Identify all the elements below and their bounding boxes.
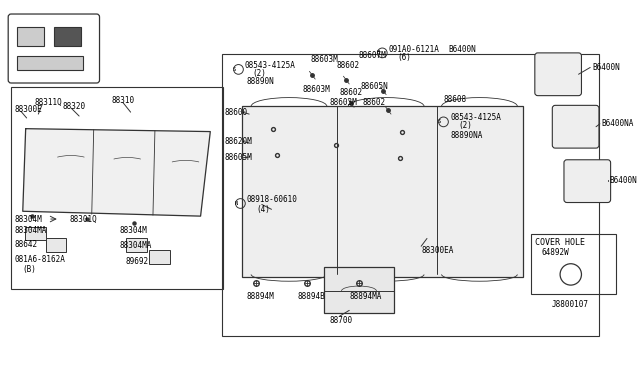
Bar	[25, 227, 46, 240]
Text: 08543-4125A: 08543-4125A	[451, 113, 501, 122]
Text: 88310: 88310	[111, 96, 134, 105]
Text: 88304M: 88304M	[15, 215, 43, 224]
Text: 88894M: 88894M	[246, 292, 274, 301]
Bar	[11, 87, 223, 289]
Text: 88894MA: 88894MA	[349, 292, 381, 301]
Text: 88304MA: 88304MA	[120, 241, 152, 250]
Text: 64892W: 64892W	[541, 248, 570, 257]
Text: 88642: 88642	[15, 240, 38, 249]
Bar	[531, 234, 616, 294]
Text: 88700: 88700	[330, 315, 353, 325]
Text: 89692: 89692	[125, 257, 149, 266]
Text: 88608: 88608	[444, 95, 467, 104]
Text: 08543-4125A: 08543-4125A	[244, 61, 295, 70]
Text: 88304M: 88304M	[120, 226, 148, 235]
Text: 091A0-6121A: 091A0-6121A	[388, 45, 439, 54]
Text: 88600: 88600	[225, 108, 248, 117]
Text: B6400N: B6400N	[449, 45, 476, 54]
Text: B: B	[377, 50, 380, 55]
Text: 88890NA: 88890NA	[451, 131, 483, 140]
Text: S: S	[233, 67, 236, 72]
Text: COVER HOLE: COVER HOLE	[535, 238, 585, 247]
Text: (B): (B)	[23, 265, 36, 274]
Text: 88890N: 88890N	[246, 77, 274, 86]
Text: 88304MA: 88304MA	[15, 226, 47, 235]
Text: 081A6-8162A: 081A6-8162A	[15, 255, 66, 264]
Text: 88603M: 88603M	[303, 85, 330, 94]
Text: 88605N: 88605N	[361, 82, 388, 92]
Text: 88605M: 88605M	[225, 153, 253, 162]
Text: B6400N: B6400N	[610, 176, 637, 185]
Text: S: S	[438, 119, 441, 124]
Text: B6400NA: B6400NA	[602, 119, 634, 128]
Text: 88300E: 88300E	[15, 105, 43, 114]
Bar	[324, 267, 394, 313]
Bar	[149, 250, 170, 264]
Bar	[125, 238, 147, 252]
Bar	[17, 27, 44, 46]
Text: B6400N: B6400N	[592, 63, 620, 72]
Text: (2): (2)	[252, 69, 266, 78]
Text: J8800107: J8800107	[551, 300, 588, 309]
Polygon shape	[23, 129, 211, 216]
Text: 88603M: 88603M	[330, 98, 358, 107]
Bar	[17, 56, 83, 70]
Text: (2): (2)	[458, 121, 472, 130]
Text: 88607M: 88607M	[359, 51, 387, 60]
Text: 88620M: 88620M	[225, 137, 253, 146]
Bar	[46, 238, 65, 252]
FancyBboxPatch shape	[535, 53, 582, 96]
Bar	[54, 27, 81, 46]
FancyBboxPatch shape	[552, 105, 599, 148]
Text: (4): (4)	[256, 205, 270, 214]
FancyBboxPatch shape	[564, 160, 611, 202]
Text: N: N	[235, 201, 238, 206]
Text: 88301Q: 88301Q	[69, 215, 97, 224]
Polygon shape	[243, 106, 523, 278]
Text: 88894B: 88894B	[298, 292, 326, 301]
Text: 88311Q: 88311Q	[35, 98, 62, 107]
Text: 88602: 88602	[363, 98, 386, 107]
Text: 88320: 88320	[63, 102, 86, 111]
Bar	[222, 54, 599, 336]
Text: (6): (6)	[398, 53, 412, 62]
Text: 88300EA: 88300EA	[421, 246, 454, 254]
Text: 88603M: 88603M	[310, 55, 338, 64]
Text: 88602: 88602	[340, 88, 363, 97]
Text: 88602: 88602	[337, 61, 360, 70]
Text: 08918-60610: 08918-60610	[246, 195, 297, 204]
